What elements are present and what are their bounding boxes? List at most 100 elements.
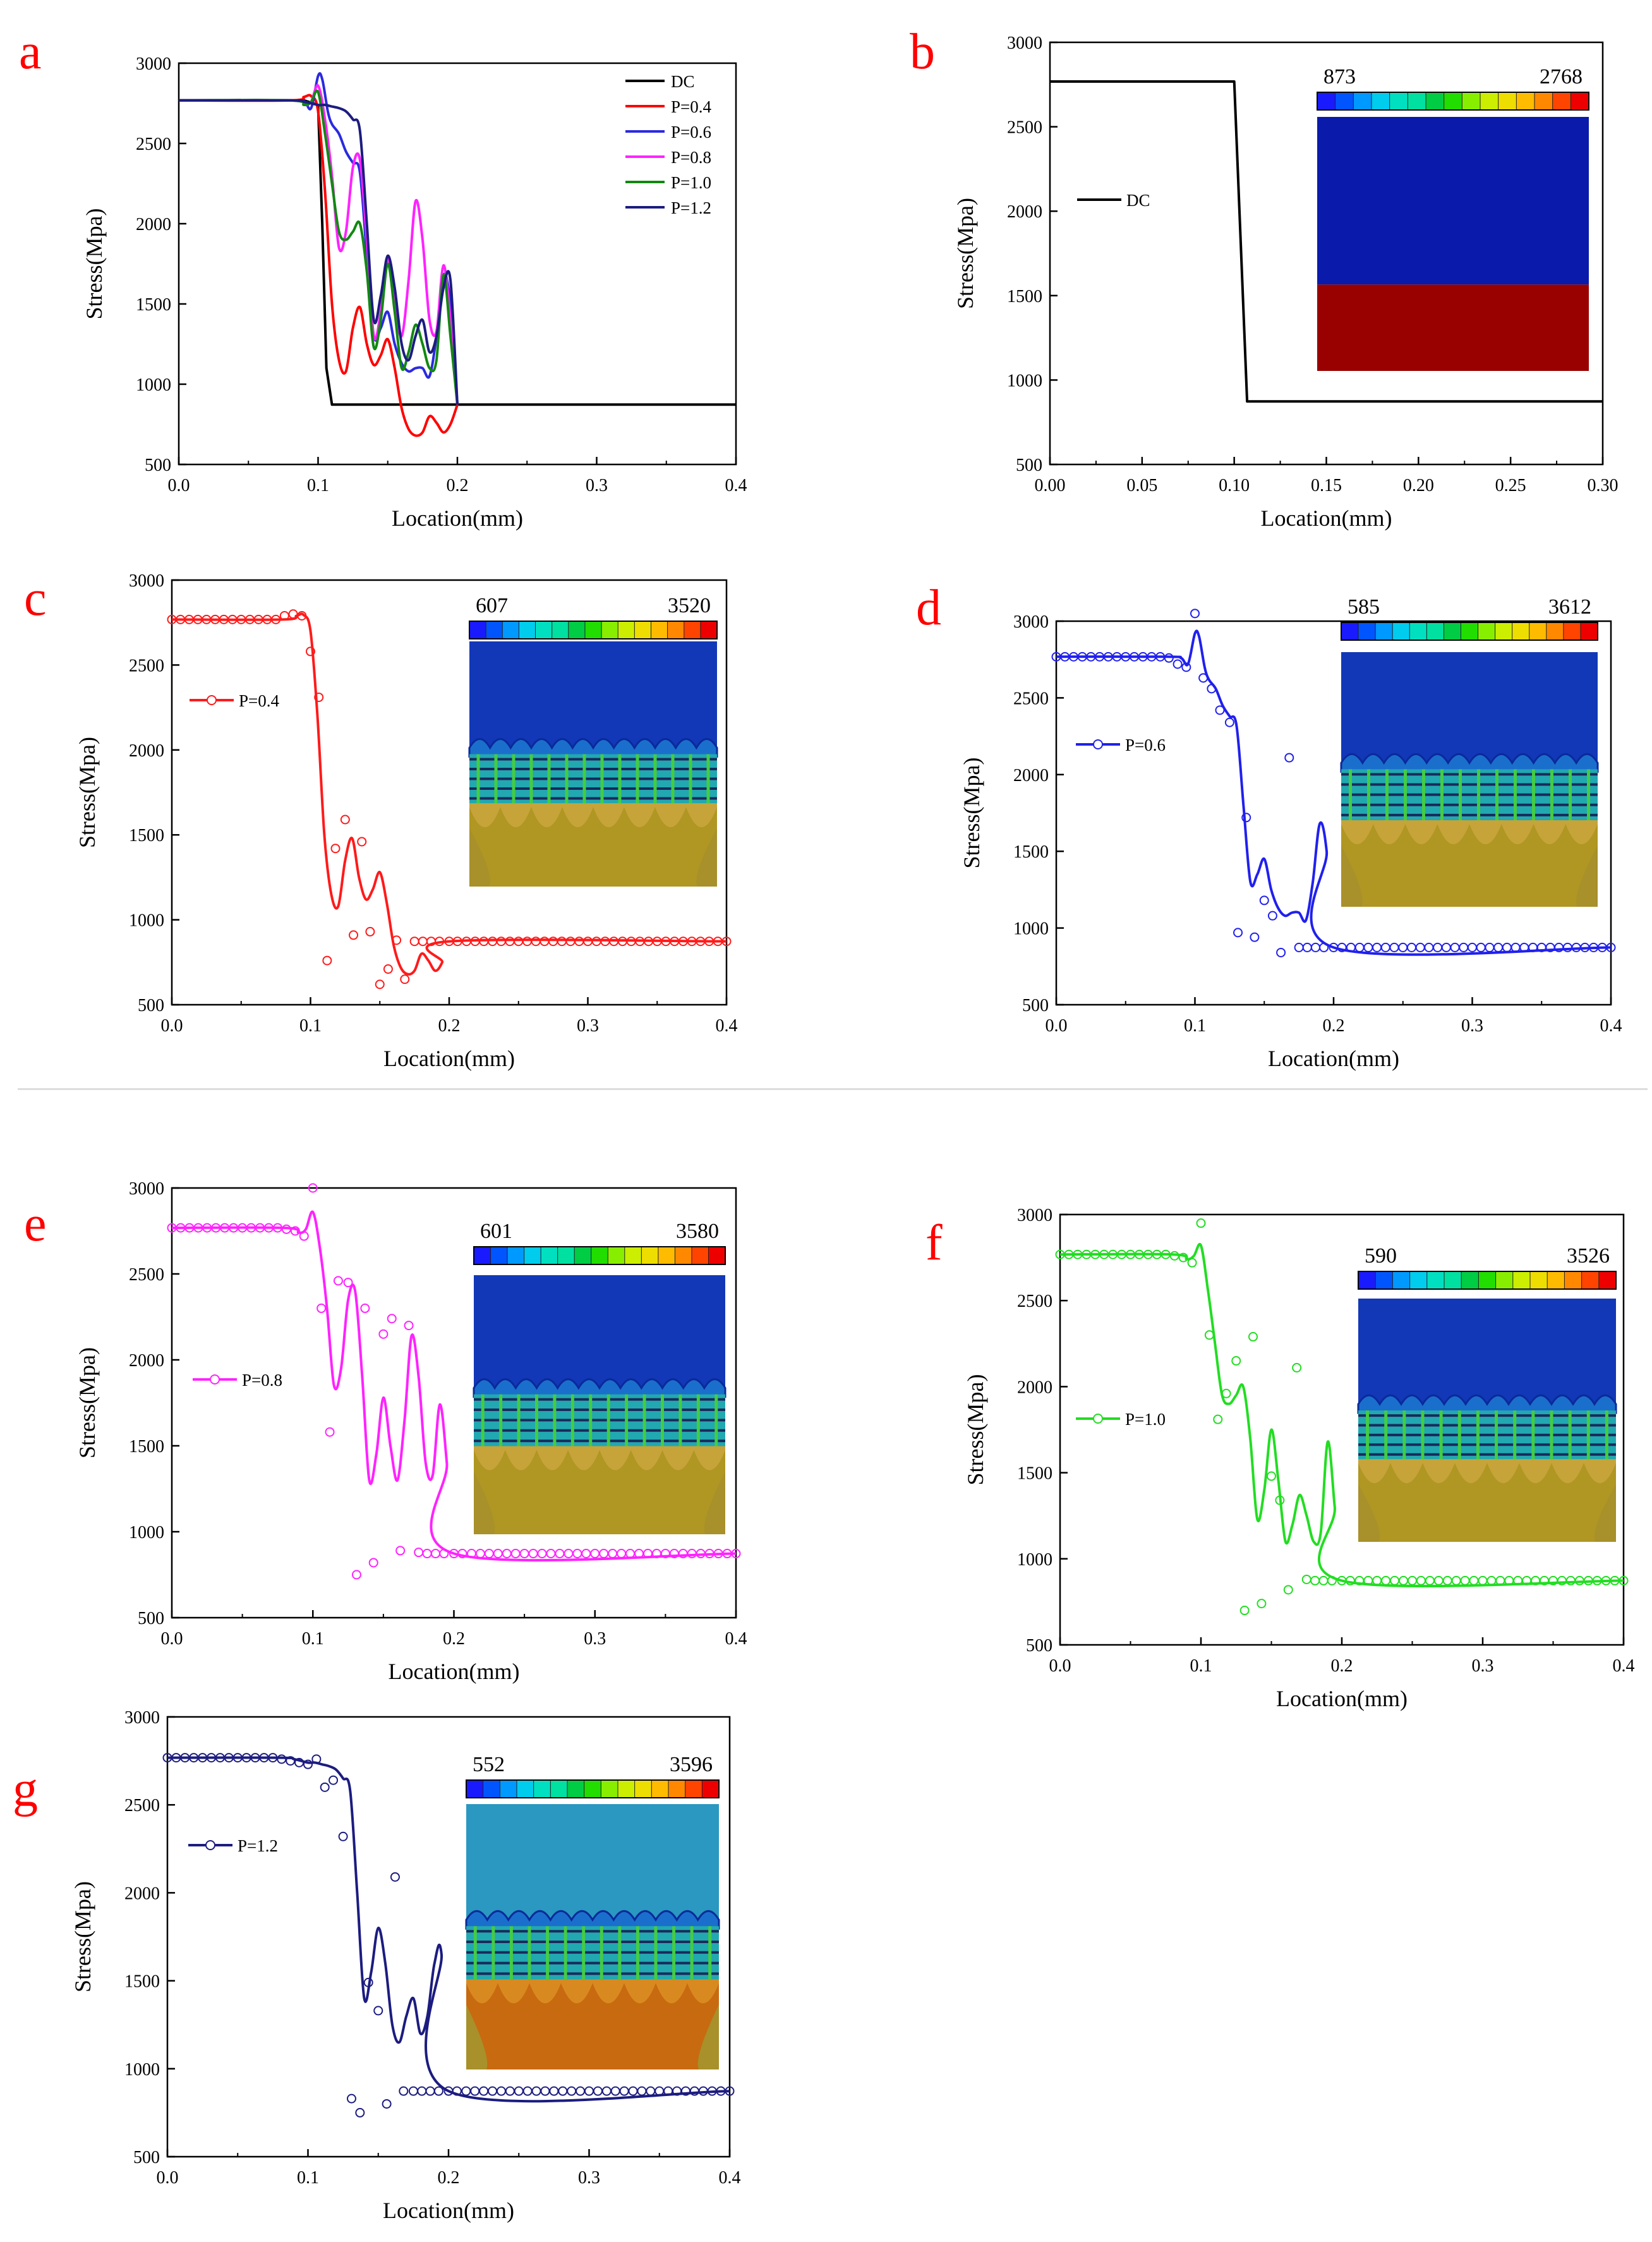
colorbar-g-segment [499, 1779, 517, 1798]
panel-label-g: g [13, 1762, 38, 1817]
data-point-d [1476, 942, 1486, 952]
contour-inset-c-scallops [469, 803, 717, 828]
contour-inset-e-corner-left [474, 1471, 495, 1534]
legend-marker-c [207, 695, 217, 705]
colorbar-f-segment [1461, 1271, 1480, 1290]
y-tick-label-d: 2000 [1013, 766, 1049, 785]
colorbar-g-segment [550, 1779, 568, 1798]
colorbar-f-segment [1581, 1271, 1600, 1290]
data-point-e [599, 1549, 609, 1559]
x-axis-label-f: Location(mm) [1276, 1686, 1408, 1711]
colorbar-b-segment [1407, 92, 1426, 111]
series-line-e-0 [171, 1210, 737, 1562]
data-point-f [1460, 1575, 1470, 1585]
y-axis-label-f: Stress(Mpa) [963, 1374, 988, 1486]
data-point-e [439, 1549, 449, 1559]
colorbar-d-segment [1443, 622, 1462, 641]
colorbar-d-segment [1375, 622, 1394, 641]
legend-marker-e [210, 1374, 220, 1385]
data-point-g [373, 2006, 383, 2016]
colorbar-b-segment [1335, 92, 1354, 111]
data-point-e [625, 1549, 636, 1559]
data-point-g [496, 2086, 506, 2096]
y-tick-label-a: 500 [145, 456, 171, 475]
x-tick-label-d: 0.0 [1046, 1016, 1068, 1036]
data-point-e [368, 1558, 378, 1568]
x-axis-label-c: Location(mm) [383, 1046, 515, 1071]
data-point-d [1363, 942, 1373, 952]
data-point-g [584, 2086, 594, 2096]
colorbar-g-segment [584, 1779, 602, 1798]
data-point-g [558, 2086, 568, 2096]
legend-label-a: P=0.4 [671, 97, 711, 116]
y-tick-label-f: 1500 [1017, 1464, 1052, 1484]
data-point-c [565, 936, 576, 947]
y-tick-label-g: 500 [133, 2148, 160, 2167]
colorbar-c-segment [485, 621, 503, 639]
colorbar-f-min-label: 590 [1365, 1244, 1397, 1268]
data-point-e [687, 1549, 697, 1559]
colorbar-c-segment [667, 621, 685, 639]
y-axis-label-c: Stress(Mpa) [75, 737, 100, 848]
data-point-c [452, 936, 462, 947]
x-tick-label-f: 0.0 [1049, 1656, 1071, 1676]
data-point-e [493, 1549, 503, 1559]
colorbar-c-segment [535, 621, 553, 639]
data-point-d [1606, 942, 1616, 952]
data-point-g [294, 1757, 304, 1767]
data-point-e [317, 1303, 327, 1313]
legend-label-f: P=1.0 [1125, 1410, 1166, 1429]
data-point-f [1425, 1575, 1435, 1585]
data-point-f [1416, 1575, 1426, 1585]
data-point-g [576, 2086, 586, 2096]
data-point-g [346, 2094, 356, 2104]
legend-label-a: DC [671, 72, 695, 91]
x-tick-label-e: 0.1 [302, 1629, 324, 1649]
data-point-g [268, 1753, 278, 1763]
colorbar-b-segment [1552, 92, 1572, 111]
data-point-f [1619, 1575, 1629, 1585]
x-tick-label-b: 0.20 [1403, 476, 1434, 495]
x-tick-label-e: 0.2 [443, 1629, 465, 1649]
colorbar-f-segment [1375, 1271, 1394, 1290]
colorbar-b-segment [1444, 92, 1463, 111]
colorbar-g-segment [516, 1779, 534, 1798]
panel-label-a: a [19, 24, 42, 80]
x-tick-label-a: 0.0 [168, 476, 190, 495]
data-point-d [1173, 659, 1183, 669]
colorbar-g-segment [634, 1779, 653, 1798]
data-point-g [619, 2086, 629, 2096]
data-point-g [567, 2086, 577, 2096]
y-tick-label-a: 1000 [136, 375, 171, 395]
colorbar-f-segment [1512, 1271, 1531, 1290]
panel-f: f 590 3526 0.0 0.1 0.2 0.3 0.4 500 1000 1500 2000 25… [925, 1206, 1635, 1711]
colorbar-c-segment [700, 621, 718, 639]
data-point-d [1310, 942, 1320, 952]
contour-inset-f-corner-left [1358, 1484, 1380, 1542]
colorbar-c-segment [650, 621, 668, 639]
contour-inset-e-corner-right [704, 1471, 725, 1534]
data-point-d [1424, 942, 1434, 952]
colorbar-e-segment [607, 1246, 625, 1265]
data-point-e [414, 1548, 424, 1558]
data-point-f [1248, 1331, 1258, 1342]
series-line-a-0 [179, 99, 736, 406]
colorbar-c-segment [684, 621, 701, 639]
colorbar-d-segment [1529, 622, 1547, 641]
colorbar-d-segment [1478, 622, 1496, 641]
data-point-g [531, 2086, 541, 2096]
y-tick-label-g: 2000 [124, 1884, 160, 1903]
data-point-f [1169, 1251, 1179, 1261]
data-point-g [461, 2086, 471, 2096]
data-point-f [1283, 1585, 1293, 1595]
colorbar-e-segment [591, 1246, 609, 1265]
contour-inset-e-scallops [474, 1446, 725, 1470]
colorbar-d-min-label: 585 [1348, 595, 1380, 619]
data-point-e [360, 1303, 370, 1313]
y-tick-label-b: 500 [1016, 456, 1042, 475]
series-line-b-0 [1050, 80, 1603, 403]
data-point-e [308, 1183, 318, 1193]
y-tick-label-g: 1000 [124, 2060, 160, 2080]
x-tick-label-e: 0.0 [161, 1629, 183, 1649]
colorbar-g-segment [466, 1779, 484, 1798]
